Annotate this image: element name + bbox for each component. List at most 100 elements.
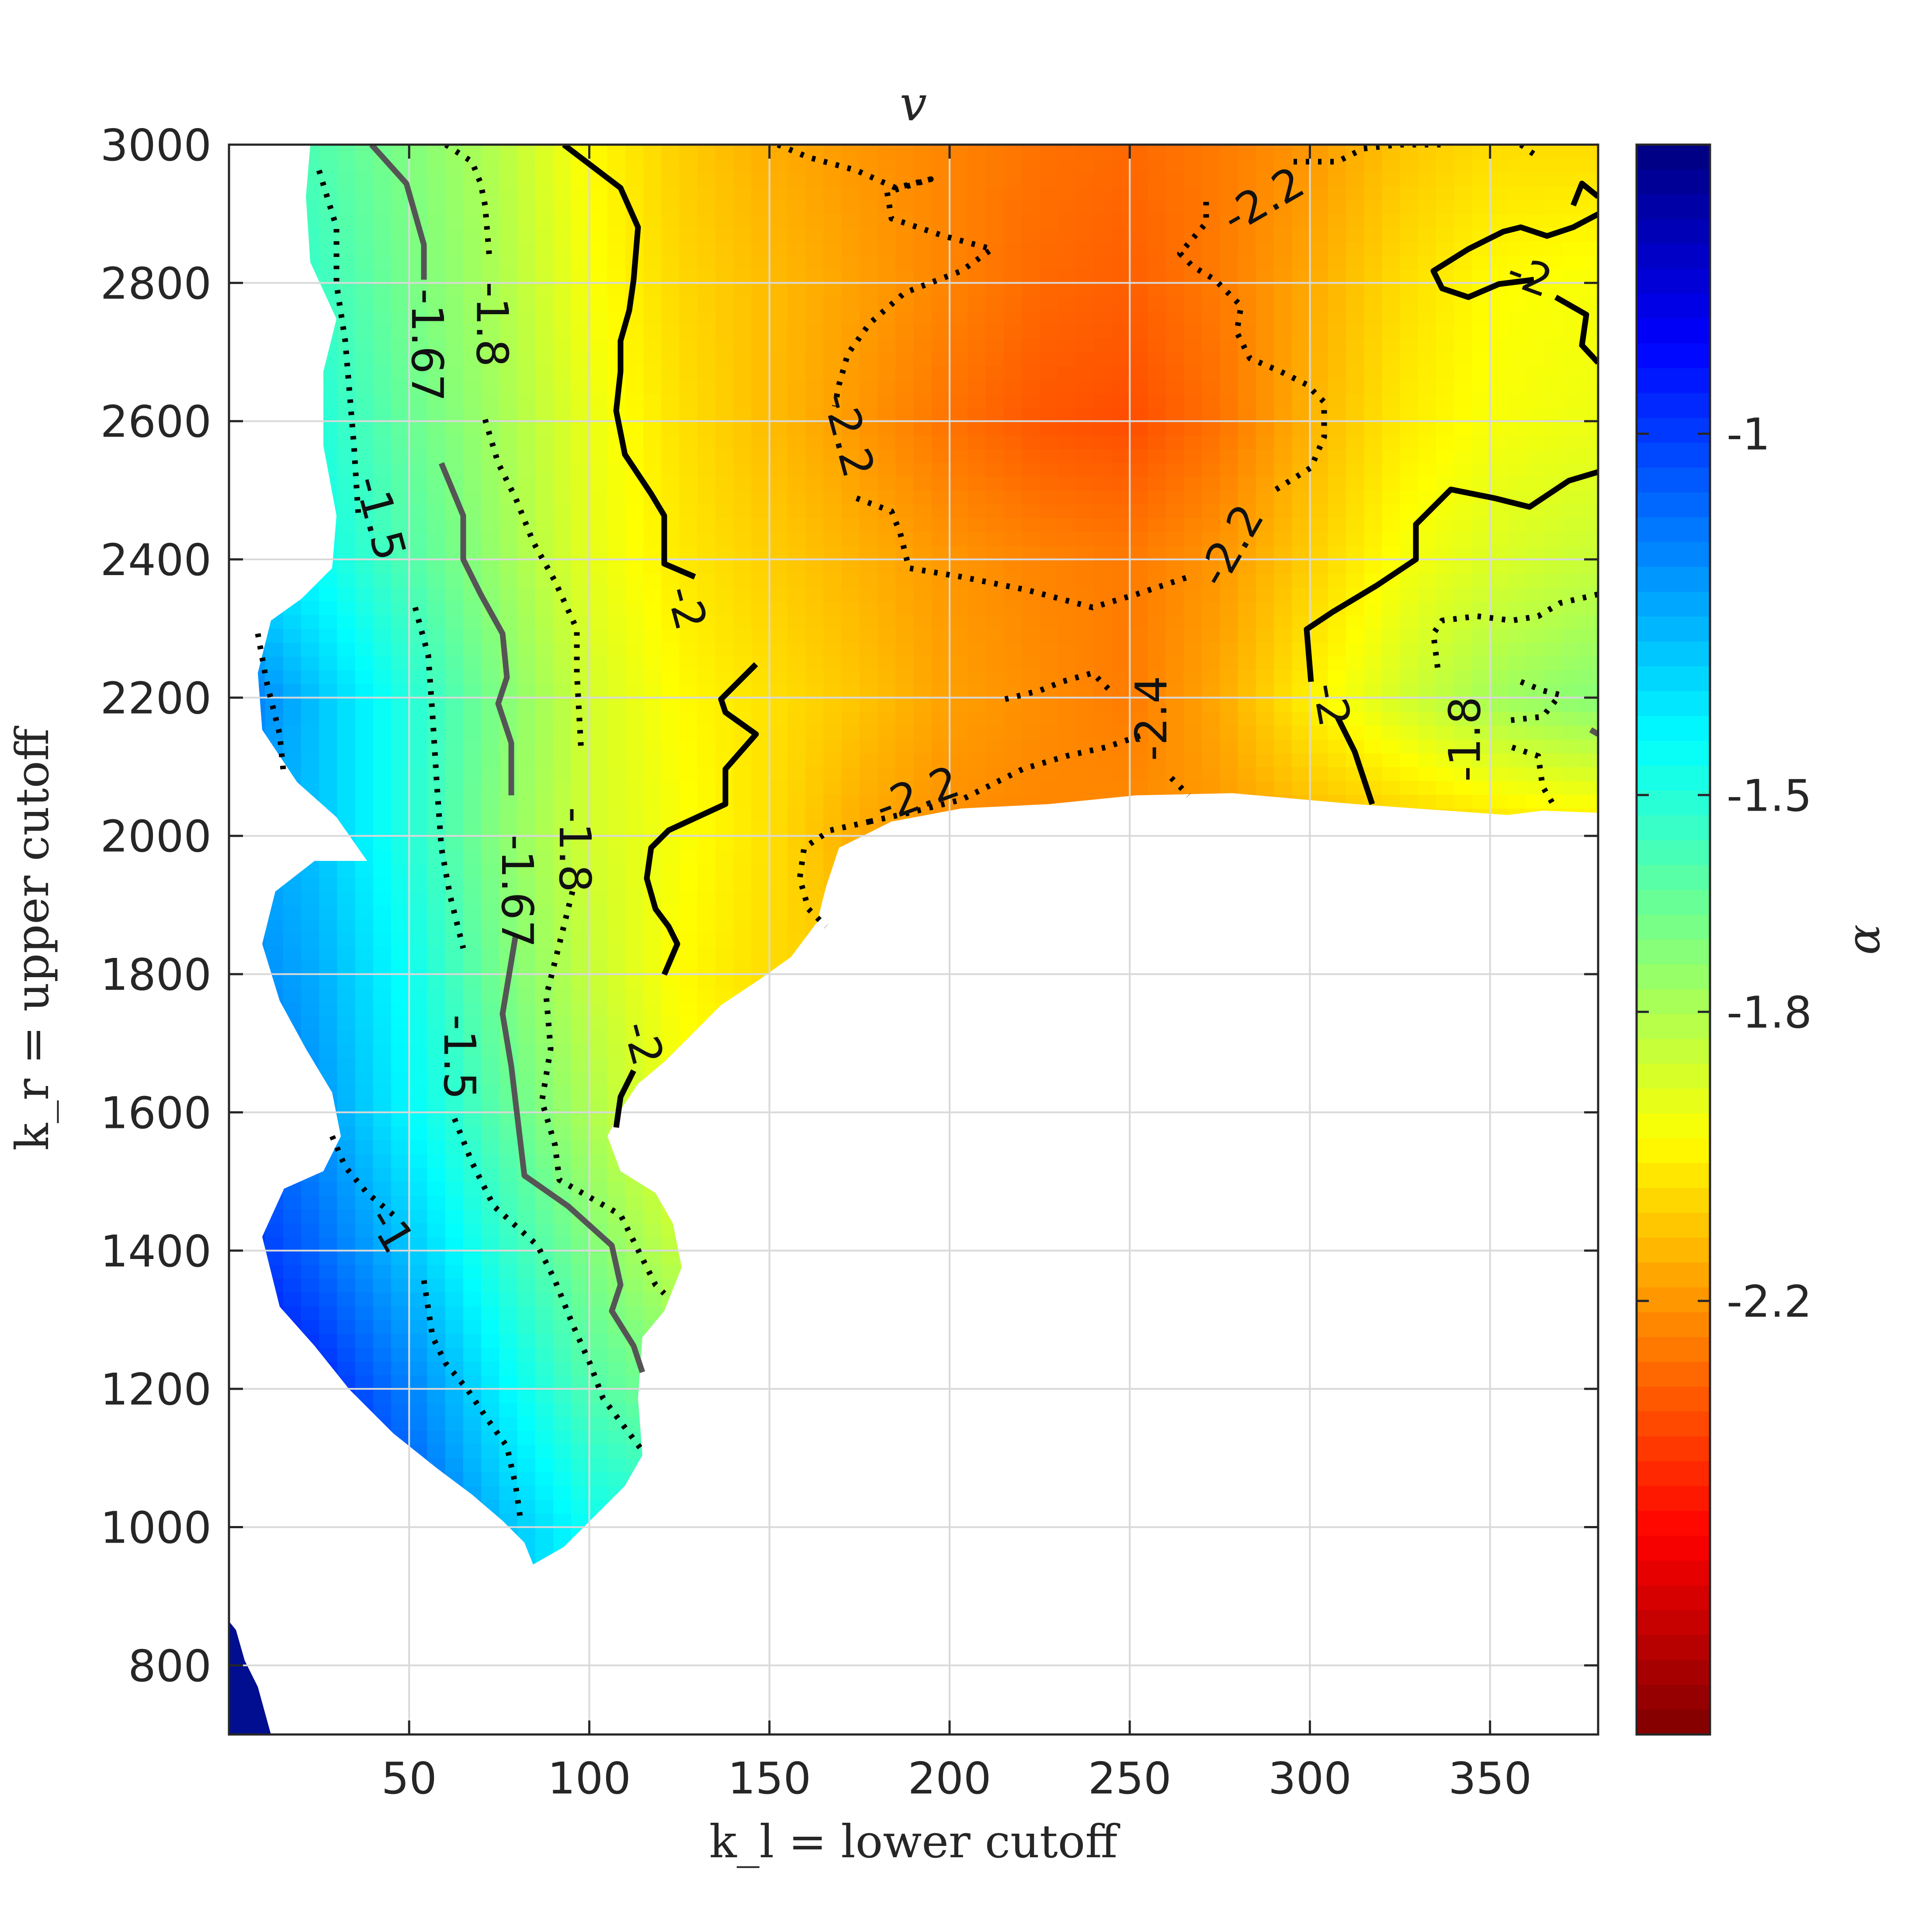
heatmap-cell [283,1264,302,1279]
heatmap-cell [355,352,374,367]
heatmap-cell [517,393,536,408]
heatmap-cell [625,656,644,671]
heatmap-cell [499,214,518,228]
heatmap-cell [878,670,896,684]
heatmap-cell [445,656,464,671]
heatmap-cell [445,808,464,823]
heatmap-cell [949,352,968,367]
heatmap-cell [499,1237,518,1251]
heatmap-cell [697,960,716,975]
heatmap-cell [823,255,842,270]
heatmap-cell [463,1278,482,1293]
heatmap-cell [337,158,356,173]
heatmap-cell [679,352,698,367]
heatmap-cell [571,1112,590,1127]
heatmap-cell [661,573,680,588]
heatmap-cell [391,269,410,284]
heatmap-cell [625,366,644,380]
heatmap-cell [499,421,518,436]
heatmap-cell [445,891,464,905]
heatmap-cell [679,366,698,380]
heatmap-cell [607,905,626,919]
heatmap-cell [805,531,824,546]
heatmap-cell [481,836,500,850]
heatmap-cell [985,269,1004,284]
heatmap-cell [625,1002,644,1016]
heatmap-cell [499,1375,518,1390]
heatmap-cell [373,296,392,311]
heatmap-cell [391,1043,410,1058]
heatmap-cell [445,642,464,657]
heatmap-cell [625,172,644,187]
heatmap-cell [859,366,878,380]
heatmap-cell [913,587,932,601]
heatmap-cell [823,421,842,436]
heatmap-cell [445,1195,464,1210]
heatmap-cell [319,1181,338,1196]
heatmap-cell [517,1209,536,1224]
heatmap-cell [1003,518,1022,532]
heatmap-cell [643,1043,662,1058]
heatmap-cell [463,462,482,477]
heatmap-cell [553,739,572,753]
heatmap-cell [553,614,572,629]
heatmap-cell [553,670,572,684]
heatmap-cell [553,448,572,463]
heatmap-cell [517,1361,536,1376]
heatmap-cell [841,683,860,698]
heatmap-cell [589,227,608,242]
heatmap-cell [553,393,572,408]
heatmap-cell [409,697,428,712]
heatmap-cell [589,1112,608,1127]
heatmap-cell [391,1402,410,1417]
heatmap-cell [805,310,824,325]
heatmap-cell [499,283,518,297]
heatmap-cell [499,518,518,532]
heatmap-cell [355,1098,374,1113]
heatmap-cell [355,379,374,394]
heatmap-cell [859,628,878,643]
heatmap-cell [481,490,500,505]
heatmap-cell [625,642,644,657]
heatmap-cell [481,352,500,367]
heatmap-cell [1003,393,1022,408]
heatmap-cell [751,628,770,643]
heatmap-cell [1040,283,1058,297]
heatmap-cell [355,1112,374,1127]
heatmap-cell [283,753,302,767]
heatmap-cell [697,697,716,712]
heatmap-cell [445,366,464,380]
heatmap-cell [445,711,464,726]
heatmap-cell [445,158,464,173]
heatmap-cell [337,1112,356,1127]
heatmap-cell [625,1250,644,1265]
heatmap-cell [643,158,662,173]
heatmap-cell [463,850,482,864]
heatmap-cell [355,1209,374,1224]
heatmap-cell [409,462,428,477]
heatmap-cell [481,988,500,1002]
heatmap-cell [373,1085,392,1099]
heatmap-cell [517,891,536,905]
heatmap-cell [968,435,986,449]
heatmap-cell [679,476,698,491]
heatmap-cell [931,711,950,726]
heatmap-cell [895,767,914,781]
heatmap-cell [769,283,788,297]
heatmap-cell [571,1029,590,1044]
heatmap-cell [373,324,392,339]
heatmap-cell [571,1416,590,1431]
heatmap-cell [481,1057,500,1072]
heatmap-cell [463,1333,482,1348]
heatmap-cell [787,670,806,684]
heatmap-cell [445,1250,464,1265]
heatmap-cell [949,255,968,270]
heatmap-cell [733,283,752,297]
heatmap-cell [427,338,446,353]
heatmap-cell [319,587,338,601]
heatmap-cell [571,1264,590,1279]
heatmap-cell [643,545,662,560]
heatmap-cell [517,1043,536,1058]
heatmap-cell [571,850,590,864]
heatmap-cell [625,739,644,753]
